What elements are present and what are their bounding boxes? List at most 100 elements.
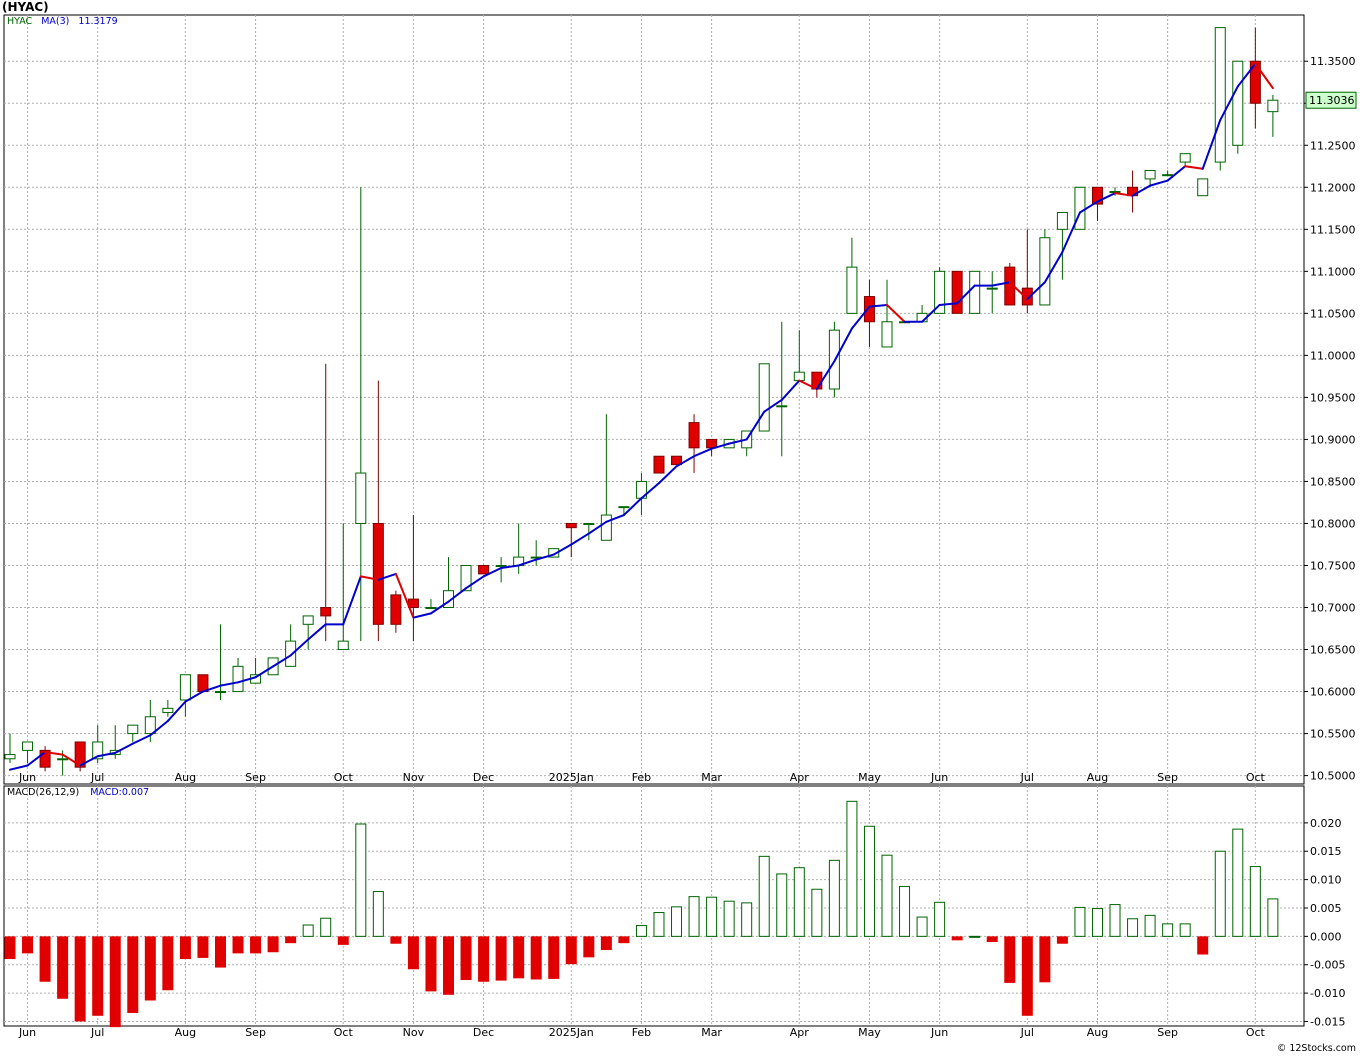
macd-y-tick-label: -0.010 bbox=[1310, 987, 1345, 1000]
ma3-segment bbox=[272, 654, 292, 668]
macd-bar bbox=[1074, 906, 1086, 937]
ma3-segment bbox=[114, 742, 134, 754]
candle-body bbox=[1039, 237, 1051, 306]
candle-body bbox=[372, 522, 384, 625]
candle-body bbox=[425, 607, 437, 610]
macd-bar bbox=[57, 936, 69, 999]
macd-bar bbox=[1249, 866, 1261, 937]
macd-bar bbox=[1179, 923, 1191, 937]
price-x-tick-label: May bbox=[858, 771, 881, 784]
macd-x-tick-label: Jun bbox=[18, 1026, 36, 1039]
macd-bar bbox=[162, 936, 174, 991]
candle-body bbox=[1091, 186, 1103, 205]
macd-bar bbox=[863, 825, 875, 937]
candle-body bbox=[583, 522, 595, 525]
macd-bar bbox=[881, 854, 893, 937]
macd-bar bbox=[899, 885, 911, 937]
macd-bar bbox=[214, 936, 226, 968]
ma3-segment bbox=[921, 303, 941, 323]
macd-x-tick-label: Jul bbox=[1020, 1026, 1034, 1039]
macd-bar bbox=[776, 873, 788, 937]
candle-body bbox=[986, 287, 998, 290]
macd-bar bbox=[495, 936, 507, 981]
macd-bar bbox=[390, 936, 402, 944]
macd-x-tick-label: 2025Jan bbox=[549, 1026, 594, 1039]
price-y-tick-label: 10.8500 bbox=[1310, 475, 1356, 488]
macd-bar bbox=[688, 896, 700, 937]
candle-body bbox=[1267, 99, 1279, 113]
macd-bar bbox=[741, 902, 753, 937]
macd-bar bbox=[267, 936, 279, 953]
macd-x-tick-label: Apr bbox=[790, 1026, 810, 1039]
candle-body bbox=[846, 266, 858, 314]
candle-body bbox=[478, 564, 490, 575]
ma3-segment bbox=[1254, 62, 1274, 90]
ma3-segment bbox=[745, 410, 766, 441]
ma3-segment bbox=[1219, 85, 1239, 122]
candle-body bbox=[671, 455, 683, 466]
macd-x-tick-label: Aug bbox=[1087, 1026, 1108, 1039]
price-x-tick-label: Jul bbox=[90, 771, 104, 784]
macd-bar bbox=[372, 891, 384, 937]
candle-body bbox=[863, 296, 875, 323]
macd-bar bbox=[1039, 936, 1051, 983]
candle-body bbox=[320, 607, 332, 617]
macd-bar bbox=[1162, 923, 1174, 937]
ma3-segment bbox=[693, 447, 713, 458]
macd-bar bbox=[635, 925, 647, 937]
macd-bar bbox=[758, 855, 770, 937]
candle-body bbox=[214, 691, 226, 694]
ma3-segment bbox=[342, 575, 362, 626]
legend-ticker: HYAC bbox=[7, 16, 33, 27]
macd-bar bbox=[1004, 936, 1016, 983]
macd-bar bbox=[460, 936, 472, 981]
macd-x-tick-label: Jun bbox=[930, 1026, 948, 1039]
candle-body bbox=[285, 640, 297, 667]
ma3-segment bbox=[552, 543, 573, 556]
price-y-tick-label: 11.0500 bbox=[1310, 307, 1356, 320]
ma3-segment bbox=[149, 719, 169, 737]
candle-body bbox=[302, 615, 314, 625]
price-x-tick-label: Jun bbox=[18, 771, 36, 784]
macd-x-tick-label: Feb bbox=[632, 1026, 651, 1039]
ma3-segment bbox=[482, 567, 503, 578]
price-x-tick-label: Feb bbox=[632, 771, 651, 784]
price-y-tick-label: 10.5500 bbox=[1310, 728, 1356, 741]
macd-bar bbox=[600, 936, 612, 950]
macd-bar bbox=[39, 936, 51, 982]
price-candles bbox=[4, 27, 1279, 776]
candle-body bbox=[390, 594, 402, 625]
candle-body bbox=[460, 564, 472, 592]
ma3-segment bbox=[956, 284, 976, 305]
last-price-tag: 11.3036 bbox=[1305, 91, 1357, 109]
ma3-segment bbox=[640, 482, 660, 500]
ma3-segment bbox=[377, 572, 397, 581]
price-y-tick-label: 10.5000 bbox=[1310, 770, 1356, 783]
ma3-segment bbox=[307, 623, 327, 641]
price-x-tick-label: Apr bbox=[790, 771, 810, 784]
ma3-segment bbox=[833, 327, 853, 363]
macd-bar bbox=[22, 936, 34, 954]
candle-body bbox=[355, 472, 367, 524]
ma3-segment bbox=[447, 587, 468, 603]
price-x-tick-label: 2025Jan bbox=[549, 771, 594, 784]
macd-bar bbox=[513, 936, 525, 979]
ma3-segment bbox=[815, 360, 836, 390]
macd-x-tick-label: Sep bbox=[1157, 1026, 1178, 1039]
candle-body bbox=[951, 270, 963, 314]
candle-body bbox=[495, 564, 507, 567]
macd-y-tick-label: 0.015 bbox=[1310, 845, 1342, 858]
macd-bar bbox=[127, 936, 139, 1013]
ma3-segment bbox=[850, 305, 871, 330]
price-x-tick-label: Dec bbox=[473, 771, 494, 784]
candle-body bbox=[1214, 27, 1226, 163]
ma3-segment bbox=[500, 564, 520, 570]
macd-y-tick-label: 0.000 bbox=[1310, 930, 1342, 943]
macd-bar bbox=[969, 935, 981, 938]
ma3-segment bbox=[780, 379, 801, 401]
macd-bar bbox=[986, 936, 998, 943]
candle-body bbox=[1179, 153, 1191, 163]
ma3-segment bbox=[201, 684, 222, 693]
candle-body bbox=[618, 506, 630, 509]
candle-body bbox=[337, 640, 349, 651]
